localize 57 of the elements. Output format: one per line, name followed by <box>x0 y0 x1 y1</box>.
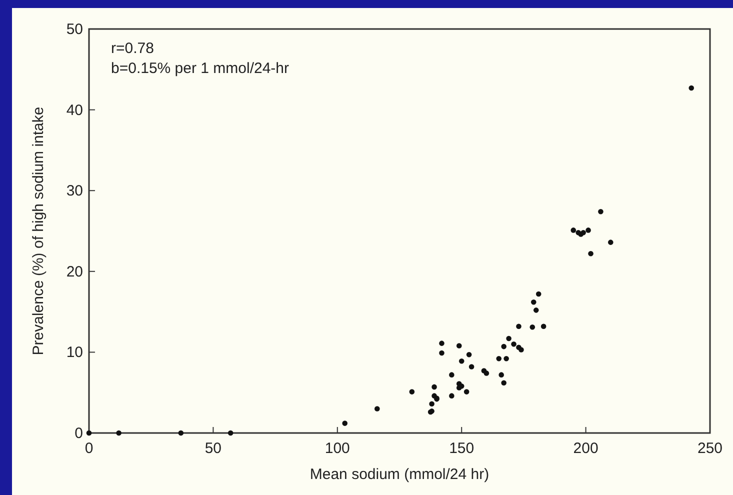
point <box>409 389 415 394</box>
point <box>504 356 509 362</box>
point <box>439 340 444 346</box>
y-tick-label: 50 <box>66 21 83 38</box>
point <box>342 420 348 426</box>
point <box>530 324 536 330</box>
point <box>86 430 92 436</box>
y-tick-label: 10 <box>66 344 83 362</box>
point <box>374 406 380 412</box>
point <box>540 324 546 329</box>
point <box>570 228 576 233</box>
point <box>466 352 472 358</box>
x-tick-label: 50 <box>204 440 222 457</box>
point <box>506 336 512 342</box>
point <box>449 372 454 378</box>
point <box>228 430 234 436</box>
point <box>458 358 464 364</box>
point <box>533 308 539 313</box>
y-tick-label: 20 <box>66 263 83 280</box>
point <box>580 230 586 236</box>
x-tick-label: 100 <box>324 440 350 457</box>
point <box>586 228 591 233</box>
point <box>498 372 504 378</box>
point <box>432 384 437 390</box>
point <box>501 344 506 350</box>
point <box>588 250 594 256</box>
point <box>468 364 474 370</box>
point <box>116 430 122 436</box>
point <box>516 324 522 329</box>
x-tick-label: 150 <box>449 440 474 457</box>
annotation: b=0.15% per 1 mmol/24-hr <box>111 60 290 77</box>
x-tick-label: 250 <box>697 440 723 457</box>
point <box>536 291 542 297</box>
x-tick-label: 200 <box>573 440 598 457</box>
point <box>456 385 462 390</box>
x-tick-label: 0 <box>84 440 94 457</box>
point <box>501 380 506 386</box>
point <box>464 389 470 394</box>
y-tick-label: 30 <box>66 182 83 200</box>
point <box>608 240 614 245</box>
point <box>518 347 524 352</box>
annotation: r=0.78 <box>111 40 154 57</box>
point <box>429 401 434 407</box>
point <box>484 370 490 376</box>
point <box>439 350 444 356</box>
x-axis-title: Mean sodium (mmol/24 hr) <box>310 466 490 483</box>
point <box>449 393 454 398</box>
point <box>530 299 536 305</box>
y-axis-title: Prevalence (%) of high sodium intake <box>30 106 47 356</box>
point <box>598 208 604 214</box>
point <box>456 343 462 348</box>
y-tick-label: 40 <box>66 102 83 119</box>
point <box>178 430 184 436</box>
y-tick-label: 0 <box>74 425 83 442</box>
point <box>688 85 694 91</box>
point <box>496 356 502 362</box>
point <box>511 341 516 347</box>
